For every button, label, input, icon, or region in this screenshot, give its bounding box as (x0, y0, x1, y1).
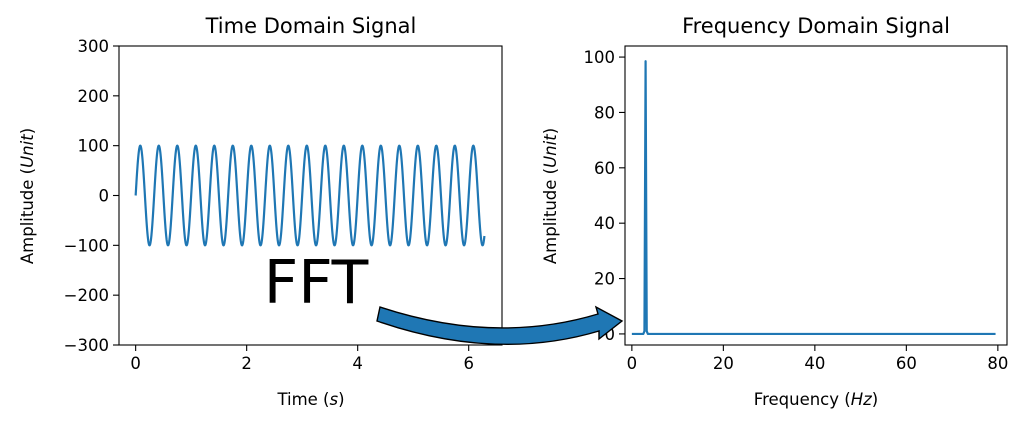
time-y-ticks: 300 200 100 0 −100 −200 −300 (64, 37, 119, 355)
time-x-ticks: 0 2 4 6 (130, 345, 474, 373)
frequency-x-ticks: 0 20 40 60 80 (627, 345, 1008, 373)
frequency-spectrum-line (631, 60, 996, 336)
frequency-y-ticks: 100 80 60 40 20 0 (584, 48, 625, 344)
frequency-x-tick-label: 80 (987, 354, 1008, 373)
frequency-plot-frame (624, 45, 1008, 346)
time-signal-line (134, 144, 486, 247)
fft-arrow (376, 305, 624, 346)
frequency-domain-chart: Frequency Domain Signal 0 20 40 60 80 100 80 6… (541, 14, 1008, 409)
frequency-chart-title: Frequency Domain Signal (682, 14, 950, 38)
time-y-axis-label: Amplitude (Unit) (18, 128, 37, 264)
fft-annotation: FFT (264, 248, 624, 346)
time-x-tick-label: 6 (463, 354, 474, 373)
time-y-tick-label: 200 (78, 87, 110, 106)
frequency-x-tick-label: 60 (896, 354, 917, 373)
fft-label: FFT (264, 248, 369, 318)
time-y-tick-label: 0 (99, 187, 110, 206)
time-y-tick-label: −300 (64, 336, 109, 355)
frequency-y-tick-label: 40 (594, 214, 615, 233)
time-y-tick-label: 100 (78, 137, 110, 156)
time-x-tick-label: 2 (241, 354, 252, 373)
frequency-y-tick-label: 20 (594, 270, 615, 289)
frequency-x-tick-label: 20 (713, 354, 734, 373)
frequency-x-axis-label: Frequency (Hz) (754, 390, 878, 409)
frequency-y-axis-label: Amplitude (Unit) (541, 128, 560, 264)
frequency-x-tick-label: 0 (627, 354, 638, 373)
frequency-y-tick-label: 0 (605, 325, 616, 344)
time-x-tick-label: 4 (352, 354, 363, 373)
frequency-y-tick-label: 60 (594, 159, 615, 178)
time-x-axis-label: Time (s) (276, 390, 344, 409)
frequency-y-tick-label: 80 (594, 103, 615, 122)
frequency-x-tick-label: 40 (804, 354, 825, 373)
time-x-tick-label: 0 (130, 354, 141, 373)
frequency-y-tick-label: 100 (584, 48, 616, 67)
time-y-tick-label: −200 (64, 286, 109, 305)
time-domain-chart: Time Domain Signal 0 2 4 6 300 200 100 0 −100 −2… (18, 14, 503, 409)
time-y-tick-label: −100 (64, 236, 109, 255)
time-chart-title: Time Domain Signal (205, 14, 417, 38)
time-y-tick-label: 300 (78, 37, 110, 56)
